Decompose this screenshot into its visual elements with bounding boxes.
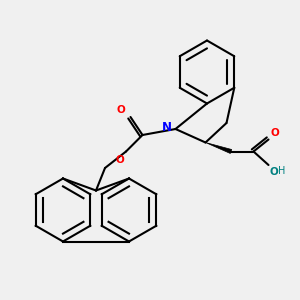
- Text: O: O: [116, 155, 124, 165]
- Text: H: H: [278, 167, 286, 176]
- Text: O: O: [116, 105, 125, 115]
- Polygon shape: [206, 142, 232, 154]
- Text: O: O: [270, 167, 279, 177]
- Text: N: N: [162, 121, 172, 134]
- Text: O: O: [271, 128, 280, 138]
